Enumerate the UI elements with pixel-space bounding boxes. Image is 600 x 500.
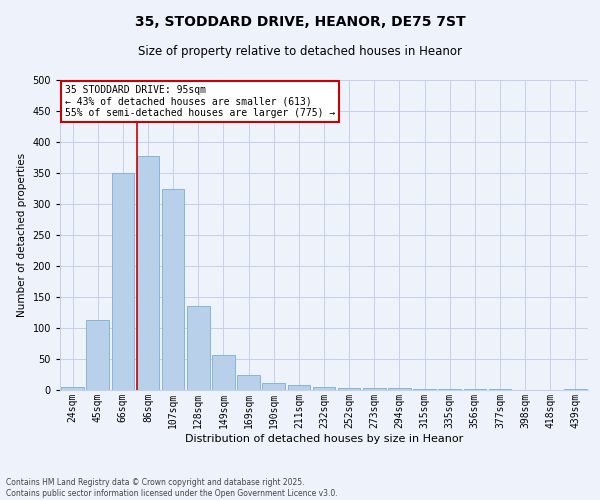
- Bar: [112, 173, 134, 390]
- Bar: [388, 388, 411, 390]
- Bar: [363, 388, 386, 390]
- Bar: [162, 188, 184, 390]
- Bar: [86, 320, 109, 390]
- Bar: [137, 156, 160, 390]
- Bar: [564, 389, 587, 390]
- Bar: [413, 389, 436, 390]
- Bar: [313, 387, 335, 390]
- Bar: [61, 387, 84, 390]
- Text: 35 STODDARD DRIVE: 95sqm
← 43% of detached houses are smaller (613)
55% of semi-: 35 STODDARD DRIVE: 95sqm ← 43% of detach…: [65, 84, 335, 118]
- Text: 35, STODDARD DRIVE, HEANOR, DE75 7ST: 35, STODDARD DRIVE, HEANOR, DE75 7ST: [134, 15, 466, 29]
- Text: Contains HM Land Registry data © Crown copyright and database right 2025.
Contai: Contains HM Land Registry data © Crown c…: [6, 478, 338, 498]
- Bar: [338, 388, 361, 390]
- Text: Size of property relative to detached houses in Heanor: Size of property relative to detached ho…: [138, 45, 462, 58]
- Bar: [287, 385, 310, 390]
- Bar: [212, 354, 235, 390]
- Bar: [187, 306, 209, 390]
- Y-axis label: Number of detached properties: Number of detached properties: [17, 153, 27, 317]
- X-axis label: Distribution of detached houses by size in Heanor: Distribution of detached houses by size …: [185, 434, 463, 444]
- Bar: [262, 382, 285, 390]
- Bar: [237, 374, 260, 390]
